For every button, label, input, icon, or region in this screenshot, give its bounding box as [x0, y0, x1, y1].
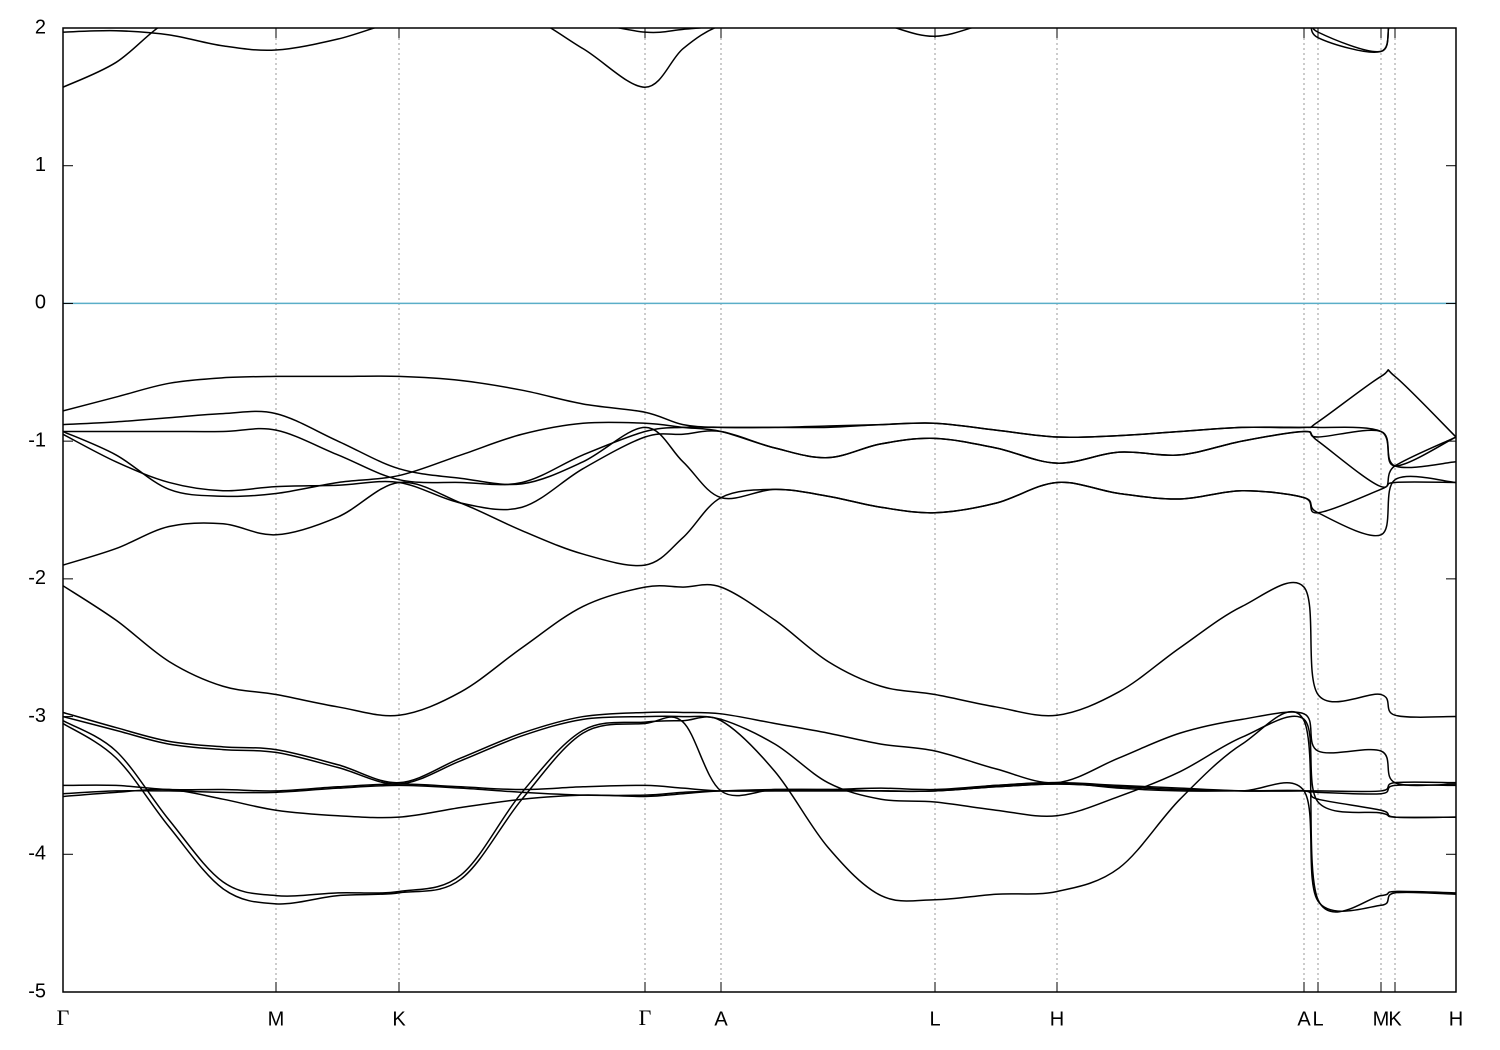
y-tick-label: -1 [28, 429, 46, 451]
y-tick-label: 2 [35, 16, 46, 38]
band-line [63, 711, 1456, 787]
x-tick-label: L [1312, 1008, 1323, 1030]
x-tick-label: H [1050, 1008, 1064, 1030]
y-tick-label: -3 [28, 705, 46, 727]
y-tick-label: -4 [28, 843, 46, 865]
band-line [63, 430, 1456, 511]
band-line [63, 581, 1456, 718]
x-tick-label: A [714, 1008, 728, 1030]
y-tick-label: 0 [35, 292, 46, 314]
x-tick-label: M [268, 1008, 285, 1030]
band-line [63, 715, 1456, 819]
band-line [63, 421, 1456, 498]
grid-layer [63, 28, 1456, 992]
band-line [63, 28, 1390, 88]
x-tick-label: K [392, 1008, 406, 1030]
x-tick-label: H [1449, 1008, 1463, 1030]
x-tick-label: Γ [57, 1005, 70, 1030]
x-tick-label: L [929, 1008, 940, 1030]
bands [63, 28, 1456, 913]
x-tick-label: Γ [639, 1005, 652, 1030]
band-line [63, 28, 1390, 53]
band-line [63, 711, 1456, 913]
band-line [63, 475, 1456, 567]
x-tick-label: K [1388, 1008, 1402, 1030]
y-tick-label: -5 [28, 980, 46, 1002]
y-tick-label: 1 [35, 154, 46, 176]
band-line [63, 781, 1456, 797]
band-line [63, 422, 1456, 486]
x-tick-label: A [1297, 1008, 1311, 1030]
band-line [63, 716, 1456, 912]
y-tick-label: -2 [28, 567, 46, 589]
band-line [63, 783, 1456, 819]
x-tick-label: M [1373, 1008, 1390, 1030]
plot-frame [62, 27, 1457, 993]
